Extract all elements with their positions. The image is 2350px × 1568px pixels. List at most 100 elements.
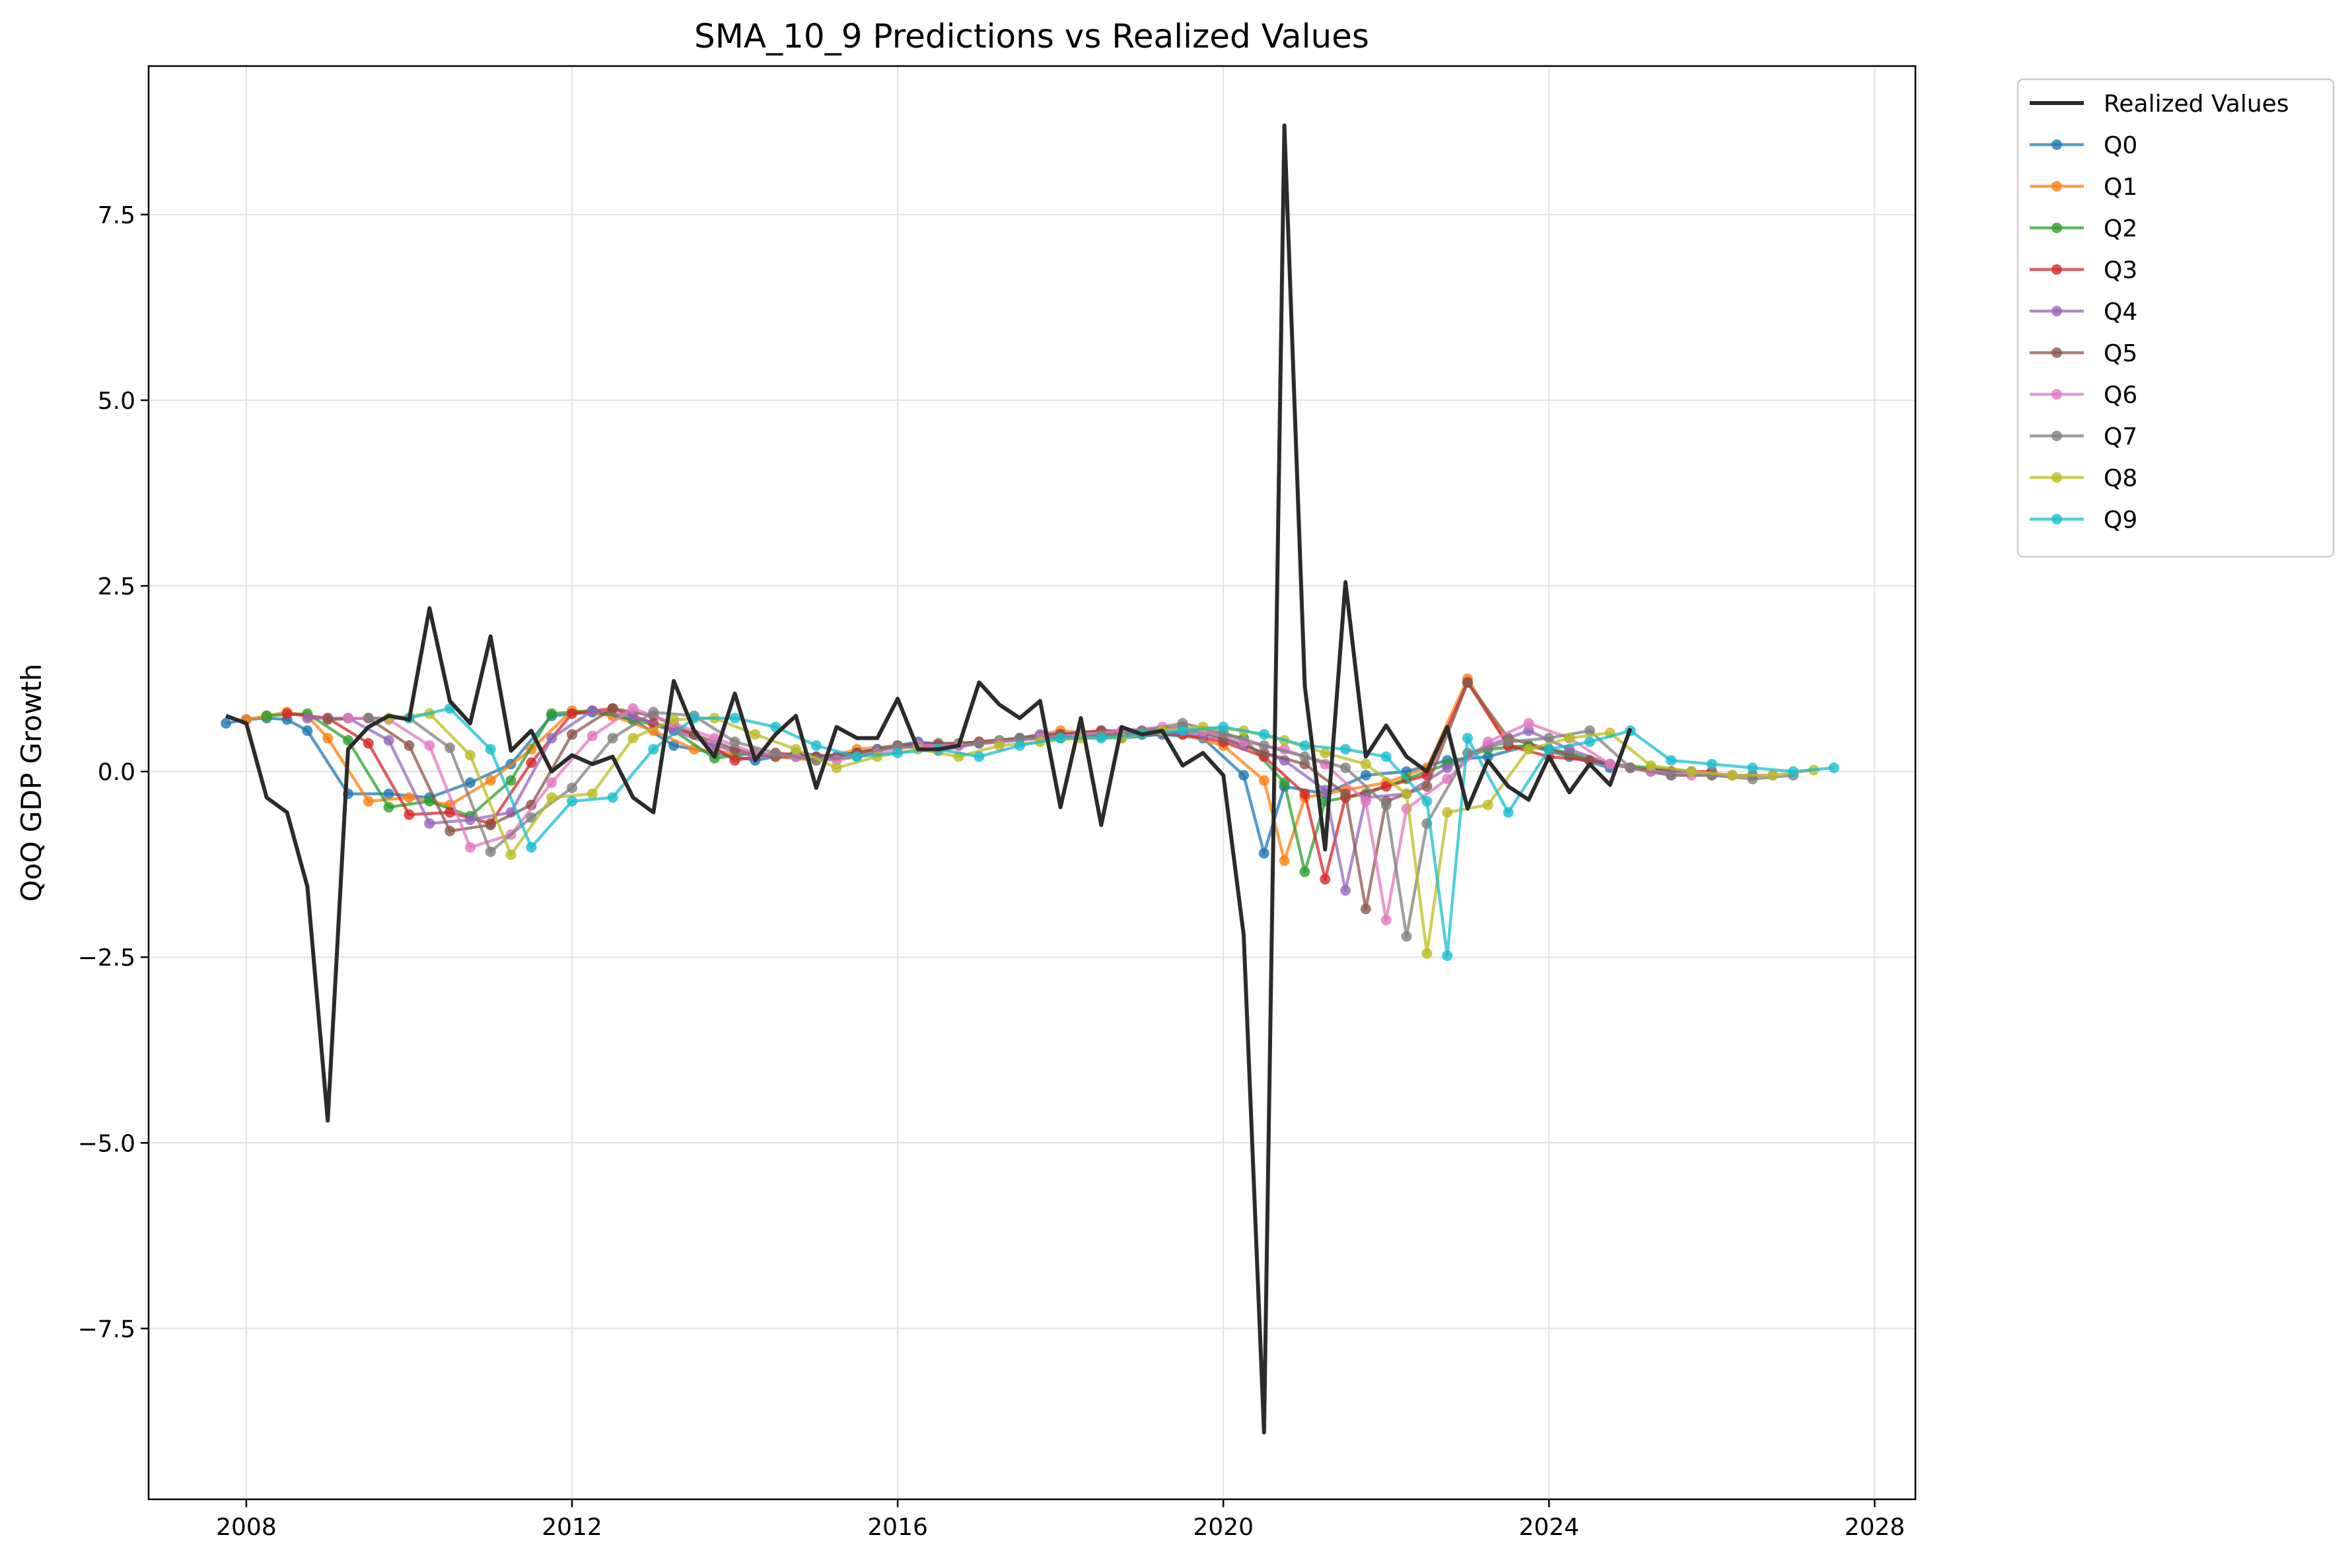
data-point-q3 <box>1380 781 1392 792</box>
y-tick-label: 5.0 <box>98 388 135 415</box>
data-point-q9 <box>1544 744 1555 755</box>
data-point-q8 <box>791 744 802 755</box>
data-point-q2 <box>343 734 354 746</box>
data-point-q9 <box>1503 806 1514 818</box>
legend-label: Q6 <box>2104 382 2137 409</box>
data-point-q7 <box>648 707 659 718</box>
data-point-q4 <box>302 713 313 724</box>
y-axis-label: QoQ GDP Growth <box>15 664 48 902</box>
data-point-q6 <box>464 841 476 853</box>
data-point-q9 <box>1380 751 1392 762</box>
data-point-q4 <box>1340 885 1351 896</box>
data-point-q7 <box>1625 762 1636 773</box>
plot-area <box>221 123 1839 1435</box>
data-point-q1 <box>322 732 334 744</box>
legend-label: Realized Values <box>2104 90 2289 118</box>
data-point-q7 <box>1015 732 1026 744</box>
x-tick-label: 2024 <box>1518 1514 1579 1541</box>
data-point-q6 <box>1360 796 1371 807</box>
data-point-q3 <box>363 738 374 749</box>
y-tick-label: −7.5 <box>78 1316 135 1343</box>
data-point-q5 <box>322 714 334 725</box>
data-point-q0 <box>1360 769 1371 781</box>
legend-item-q6: Q6 <box>2030 382 2137 409</box>
data-point-q0 <box>668 740 680 751</box>
data-point-q4 <box>1523 725 1534 736</box>
data-point-q3 <box>445 806 456 818</box>
data-point-q8 <box>1320 748 1331 759</box>
data-point-q7 <box>363 713 374 724</box>
x-tick-label: 2020 <box>1193 1514 1254 1541</box>
data-point-q6 <box>546 777 557 788</box>
legend-label: Q3 <box>2104 257 2137 284</box>
data-point-q9 <box>1177 725 1188 736</box>
data-point-q9 <box>1299 740 1310 751</box>
data-point-q8 <box>546 792 557 803</box>
data-point-q9 <box>1584 736 1595 748</box>
y-tick-label: 7.5 <box>98 202 135 229</box>
data-point-q6 <box>587 731 598 742</box>
data-point-q2 <box>1299 866 1310 877</box>
data-point-q0 <box>464 777 476 788</box>
data-point-q7 <box>485 846 496 857</box>
data-point-q2 <box>424 796 435 807</box>
data-point-q8 <box>1686 766 1697 777</box>
data-point-q8 <box>1523 744 1534 755</box>
data-point-q4 <box>383 734 394 746</box>
data-point-q9 <box>607 792 618 803</box>
data-point-q9 <box>526 841 537 853</box>
data-point-q1 <box>363 796 374 807</box>
data-point-q7 <box>1584 725 1595 736</box>
data-point-q8 <box>668 714 680 725</box>
legend-label: Q1 <box>2104 174 2137 201</box>
data-point-q4 <box>464 814 476 826</box>
legend-swatch-marker <box>2051 347 2062 358</box>
data-point-q1 <box>485 775 496 786</box>
data-point-q6 <box>1482 736 1493 748</box>
data-point-q7 <box>974 738 985 749</box>
data-point-q9 <box>851 751 863 762</box>
data-point-q9 <box>1442 950 1453 961</box>
data-point-q8 <box>1401 788 1412 799</box>
x-tick-label: 2028 <box>1845 1514 1905 1541</box>
legend-item-realized-values: Realized Values <box>2030 90 2289 118</box>
data-point-q9 <box>1258 729 1269 740</box>
data-point-q3 <box>404 809 415 820</box>
data-point-q3 <box>526 757 537 768</box>
data-point-q0 <box>1482 751 1493 762</box>
data-point-q8 <box>1442 806 1453 818</box>
data-point-q6 <box>709 732 720 744</box>
data-point-q5 <box>485 820 496 831</box>
data-point-q8 <box>1421 948 1433 959</box>
data-point-q0 <box>302 725 313 736</box>
data-point-q9 <box>1706 758 1717 769</box>
grid <box>149 66 1915 1499</box>
data-point-q9 <box>1828 762 1839 773</box>
data-point-q0 <box>1258 847 1269 859</box>
legend-label: Q8 <box>2104 465 2137 492</box>
data-point-q9 <box>729 713 740 724</box>
data-point-q4 <box>1442 762 1453 773</box>
legend-swatch-marker <box>2051 389 2062 400</box>
x-tick-label: 2016 <box>867 1514 928 1541</box>
data-point-q6 <box>1604 758 1616 769</box>
data-point-q7 <box>1177 718 1188 729</box>
data-point-q7 <box>1666 769 1677 781</box>
data-point-q7 <box>1401 931 1412 942</box>
data-point-q7 <box>1258 740 1269 751</box>
data-point-q3 <box>1320 874 1331 885</box>
series-q8 <box>383 708 1819 959</box>
data-point-q9 <box>485 744 496 755</box>
legend-label: Q9 <box>2104 507 2137 534</box>
legend-item-q5: Q5 <box>2030 340 2137 367</box>
data-point-q5 <box>1360 904 1371 915</box>
data-point-q8 <box>1360 758 1371 769</box>
legend-item-q1: Q1 <box>2030 174 2137 201</box>
data-point-q8 <box>627 732 639 744</box>
data-point-q6 <box>343 713 354 724</box>
data-point-q6 <box>1380 915 1392 926</box>
legend-item-q9: Q9 <box>2030 507 2137 534</box>
legend-label: Q4 <box>2104 299 2137 326</box>
data-point-q9 <box>1340 744 1351 755</box>
